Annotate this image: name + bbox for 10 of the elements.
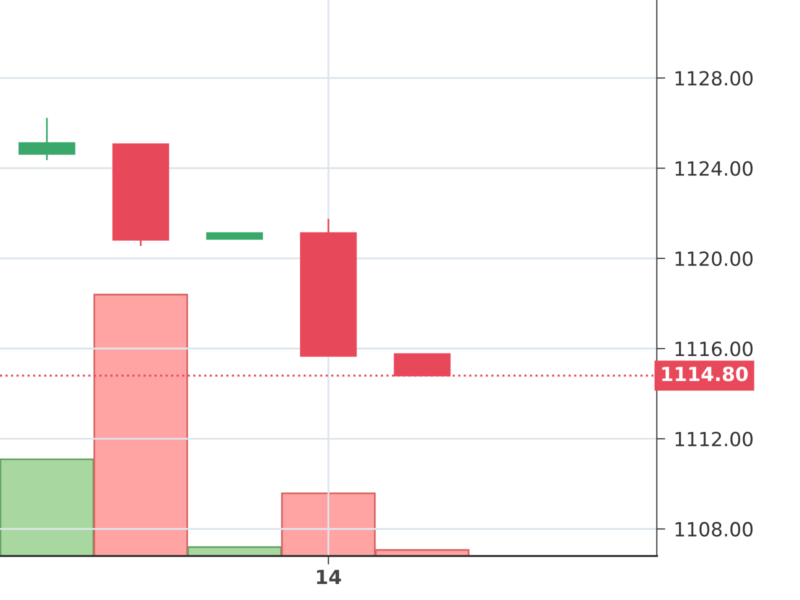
y-tick-label: 1116.00 <box>676 342 753 356</box>
y-tick-label: 1128.00 <box>676 70 753 86</box>
y-tick-label: 1108.00 <box>676 522 753 537</box>
y-tick-label: 1124.00 <box>676 161 753 176</box>
ref-line-label: 1114.80 <box>662 366 748 382</box>
bar <box>0 458 94 556</box>
y-tick-label: 1120.00 <box>676 251 753 266</box>
y-tick-label: 1112.00 <box>676 432 753 446</box>
bar <box>93 294 188 556</box>
x-tick-label: 14 <box>317 570 342 584</box>
